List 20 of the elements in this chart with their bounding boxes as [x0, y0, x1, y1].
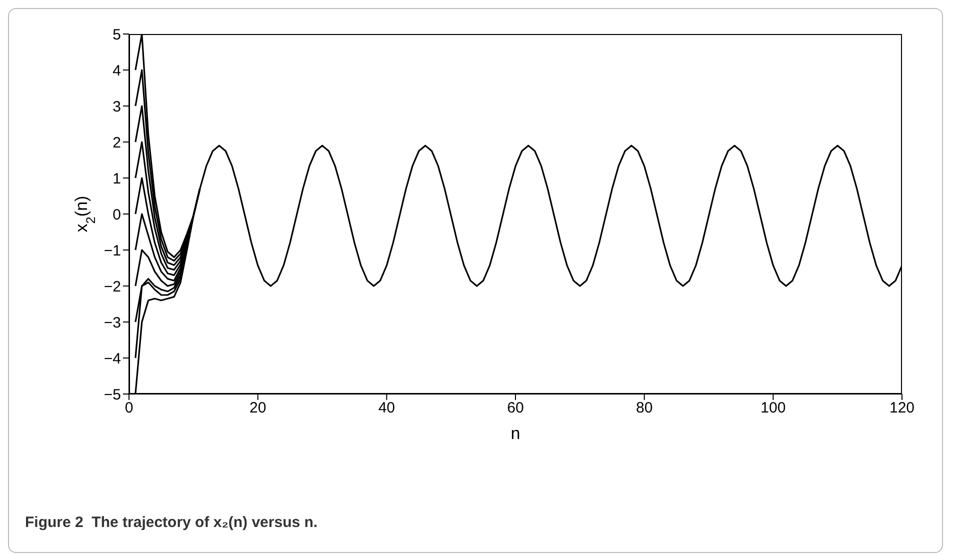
y-tick-label: 2: [112, 134, 121, 152]
y-tick-label: −3: [104, 314, 121, 332]
y-tick-label: 1: [112, 170, 121, 188]
y-tick-label: −4: [104, 350, 121, 368]
x-tick-label: 0: [124, 400, 134, 417]
caption: Figure 2 The trajectory of x₂(n) versus n.: [25, 514, 318, 531]
y-tick-label: −1: [104, 242, 121, 260]
y-tick-label: 4: [112, 62, 121, 80]
x-tick-label: 40: [378, 400, 396, 417]
y-tick-label: −5: [104, 386, 121, 404]
y-tick-label: 5: [112, 26, 121, 44]
y-tick-label: 3: [112, 98, 121, 116]
x-tick-label: 120: [889, 400, 915, 417]
x-axis-title: n: [510, 424, 520, 443]
x-tick-label: 80: [636, 400, 653, 417]
x-tick-label: 60: [507, 400, 524, 417]
y-tick-label: −2: [104, 278, 121, 296]
x-tick-label: 20: [249, 400, 266, 417]
y-tick-label: 0: [112, 206, 121, 224]
x-tick-label: 100: [760, 400, 786, 417]
